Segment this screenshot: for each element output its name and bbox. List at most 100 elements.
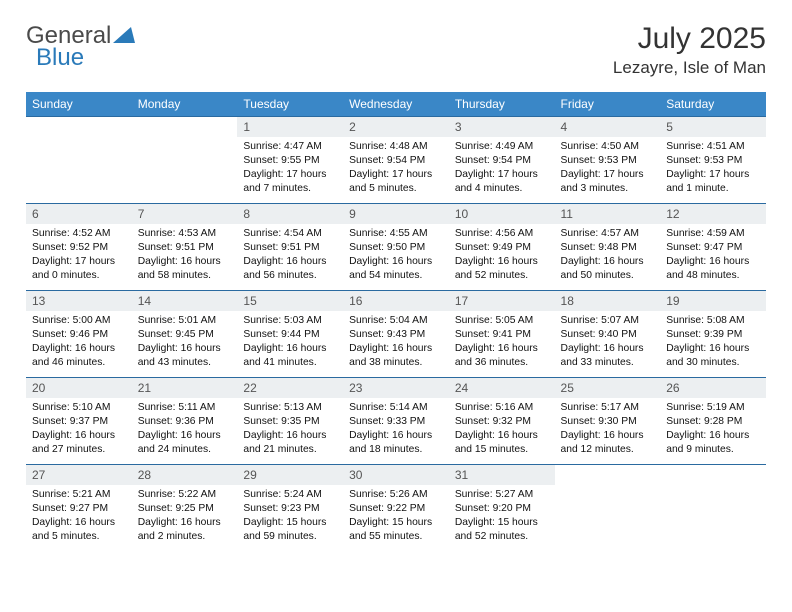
sunrise-line: Sunrise: 4:52 AM [32, 227, 126, 241]
daylight-line: Daylight: 16 hours and 5 minutes. [32, 516, 126, 544]
daylight-line: Daylight: 15 hours and 52 minutes. [455, 516, 549, 544]
day-number: 28 [132, 465, 238, 485]
sunrise-line: Sunrise: 4:48 AM [349, 140, 443, 154]
day-cell: 15Sunrise: 5:03 AMSunset: 9:44 PMDayligh… [237, 291, 343, 378]
title-block: July 2025 Lezayre, Isle of Man [613, 22, 766, 78]
day-body: Sunrise: 5:17 AMSunset: 9:30 PMDaylight:… [555, 398, 661, 463]
sunrise-line: Sunrise: 5:01 AM [138, 314, 232, 328]
daylight-line: Daylight: 16 hours and 43 minutes. [138, 342, 232, 370]
day-body: Sunrise: 4:52 AMSunset: 9:52 PMDaylight:… [26, 224, 132, 289]
sunset-line: Sunset: 9:54 PM [349, 154, 443, 168]
sunrise-line: Sunrise: 5:21 AM [32, 488, 126, 502]
sunset-line: Sunset: 9:53 PM [561, 154, 655, 168]
weekday-header-row: Sunday Monday Tuesday Wednesday Thursday… [26, 92, 766, 117]
day-body: Sunrise: 4:56 AMSunset: 9:49 PMDaylight:… [449, 224, 555, 289]
sunset-line: Sunset: 9:20 PM [455, 502, 549, 516]
day-cell: 13Sunrise: 5:00 AMSunset: 9:46 PMDayligh… [26, 291, 132, 378]
day-body: Sunrise: 5:19 AMSunset: 9:28 PMDaylight:… [660, 398, 766, 463]
sunset-line: Sunset: 9:43 PM [349, 328, 443, 342]
col-wednesday: Wednesday [343, 92, 449, 117]
daylight-line: Daylight: 16 hours and 56 minutes. [243, 255, 337, 283]
day-number: 25 [555, 378, 661, 398]
sunset-line: Sunset: 9:46 PM [32, 328, 126, 342]
daylight-line: Daylight: 16 hours and 41 minutes. [243, 342, 337, 370]
sunset-line: Sunset: 9:41 PM [455, 328, 549, 342]
day-cell: 10Sunrise: 4:56 AMSunset: 9:49 PMDayligh… [449, 204, 555, 291]
day-cell: 7Sunrise: 4:53 AMSunset: 9:51 PMDaylight… [132, 204, 238, 291]
day-body: Sunrise: 4:50 AMSunset: 9:53 PMDaylight:… [555, 137, 661, 202]
daylight-line: Daylight: 16 hours and 48 minutes. [666, 255, 760, 283]
sunrise-line: Sunrise: 5:14 AM [349, 401, 443, 415]
daylight-line: Daylight: 16 hours and 15 minutes. [455, 429, 549, 457]
sunset-line: Sunset: 9:23 PM [243, 502, 337, 516]
sunset-line: Sunset: 9:39 PM [666, 328, 760, 342]
day-body: Sunrise: 5:22 AMSunset: 9:25 PMDaylight:… [132, 485, 238, 550]
sunrise-line: Sunrise: 5:10 AM [32, 401, 126, 415]
sunset-line: Sunset: 9:49 PM [455, 241, 549, 255]
daylight-line: Daylight: 16 hours and 9 minutes. [666, 429, 760, 457]
day-number [26, 117, 132, 135]
daylight-line: Daylight: 17 hours and 1 minute. [666, 168, 760, 196]
day-cell: 28Sunrise: 5:22 AMSunset: 9:25 PMDayligh… [132, 465, 238, 552]
sunset-line: Sunset: 9:40 PM [561, 328, 655, 342]
day-number: 4 [555, 117, 661, 137]
day-cell: 26Sunrise: 5:19 AMSunset: 9:28 PMDayligh… [660, 378, 766, 465]
day-body: Sunrise: 4:55 AMSunset: 9:50 PMDaylight:… [343, 224, 449, 289]
sunset-line: Sunset: 9:35 PM [243, 415, 337, 429]
sunrise-line: Sunrise: 4:55 AM [349, 227, 443, 241]
day-number: 1 [237, 117, 343, 137]
day-body: Sunrise: 4:48 AMSunset: 9:54 PMDaylight:… [343, 137, 449, 202]
sunrise-line: Sunrise: 4:51 AM [666, 140, 760, 154]
daylight-line: Daylight: 16 hours and 21 minutes. [243, 429, 337, 457]
daylight-line: Daylight: 17 hours and 5 minutes. [349, 168, 443, 196]
day-number: 30 [343, 465, 449, 485]
day-cell: 4Sunrise: 4:50 AMSunset: 9:53 PMDaylight… [555, 117, 661, 204]
sunset-line: Sunset: 9:45 PM [138, 328, 232, 342]
day-number: 10 [449, 204, 555, 224]
day-number: 12 [660, 204, 766, 224]
daylight-line: Daylight: 16 hours and 18 minutes. [349, 429, 443, 457]
day-number [555, 465, 661, 483]
daylight-line: Daylight: 16 hours and 52 minutes. [455, 255, 549, 283]
day-cell: 30Sunrise: 5:26 AMSunset: 9:22 PMDayligh… [343, 465, 449, 552]
col-saturday: Saturday [660, 92, 766, 117]
day-cell: 8Sunrise: 4:54 AMSunset: 9:51 PMDaylight… [237, 204, 343, 291]
day-body: Sunrise: 4:47 AMSunset: 9:55 PMDaylight:… [237, 137, 343, 202]
sunset-line: Sunset: 9:30 PM [561, 415, 655, 429]
day-cell: 20Sunrise: 5:10 AMSunset: 9:37 PMDayligh… [26, 378, 132, 465]
sunrise-line: Sunrise: 4:54 AM [243, 227, 337, 241]
day-number: 26 [660, 378, 766, 398]
day-number: 2 [343, 117, 449, 137]
daylight-line: Daylight: 17 hours and 3 minutes. [561, 168, 655, 196]
col-tuesday: Tuesday [237, 92, 343, 117]
day-body: Sunrise: 4:57 AMSunset: 9:48 PMDaylight:… [555, 224, 661, 289]
sunrise-line: Sunrise: 5:26 AM [349, 488, 443, 502]
logo-triangle-icon [113, 22, 135, 50]
day-cell [555, 465, 661, 552]
daylight-line: Daylight: 16 hours and 27 minutes. [32, 429, 126, 457]
sunrise-line: Sunrise: 5:22 AM [138, 488, 232, 502]
day-number: 17 [449, 291, 555, 311]
day-cell: 24Sunrise: 5:16 AMSunset: 9:32 PMDayligh… [449, 378, 555, 465]
day-cell: 25Sunrise: 5:17 AMSunset: 9:30 PMDayligh… [555, 378, 661, 465]
sunset-line: Sunset: 9:55 PM [243, 154, 337, 168]
calendar-table: Sunday Monday Tuesday Wednesday Thursday… [26, 92, 766, 551]
sunrise-line: Sunrise: 4:47 AM [243, 140, 337, 154]
day-number: 29 [237, 465, 343, 485]
sunset-line: Sunset: 9:54 PM [455, 154, 549, 168]
sunrise-line: Sunrise: 5:11 AM [138, 401, 232, 415]
day-cell: 27Sunrise: 5:21 AMSunset: 9:27 PMDayligh… [26, 465, 132, 552]
sunset-line: Sunset: 9:22 PM [349, 502, 443, 516]
week-row: 13Sunrise: 5:00 AMSunset: 9:46 PMDayligh… [26, 291, 766, 378]
sunrise-line: Sunrise: 4:53 AM [138, 227, 232, 241]
day-body: Sunrise: 5:26 AMSunset: 9:22 PMDaylight:… [343, 485, 449, 550]
sunrise-line: Sunrise: 5:07 AM [561, 314, 655, 328]
day-number: 3 [449, 117, 555, 137]
sunrise-line: Sunrise: 5:13 AM [243, 401, 337, 415]
col-sunday: Sunday [26, 92, 132, 117]
sunset-line: Sunset: 9:27 PM [32, 502, 126, 516]
sunset-line: Sunset: 9:47 PM [666, 241, 760, 255]
day-body: Sunrise: 4:54 AMSunset: 9:51 PMDaylight:… [237, 224, 343, 289]
page-title: July 2025 [613, 22, 766, 56]
day-number: 31 [449, 465, 555, 485]
